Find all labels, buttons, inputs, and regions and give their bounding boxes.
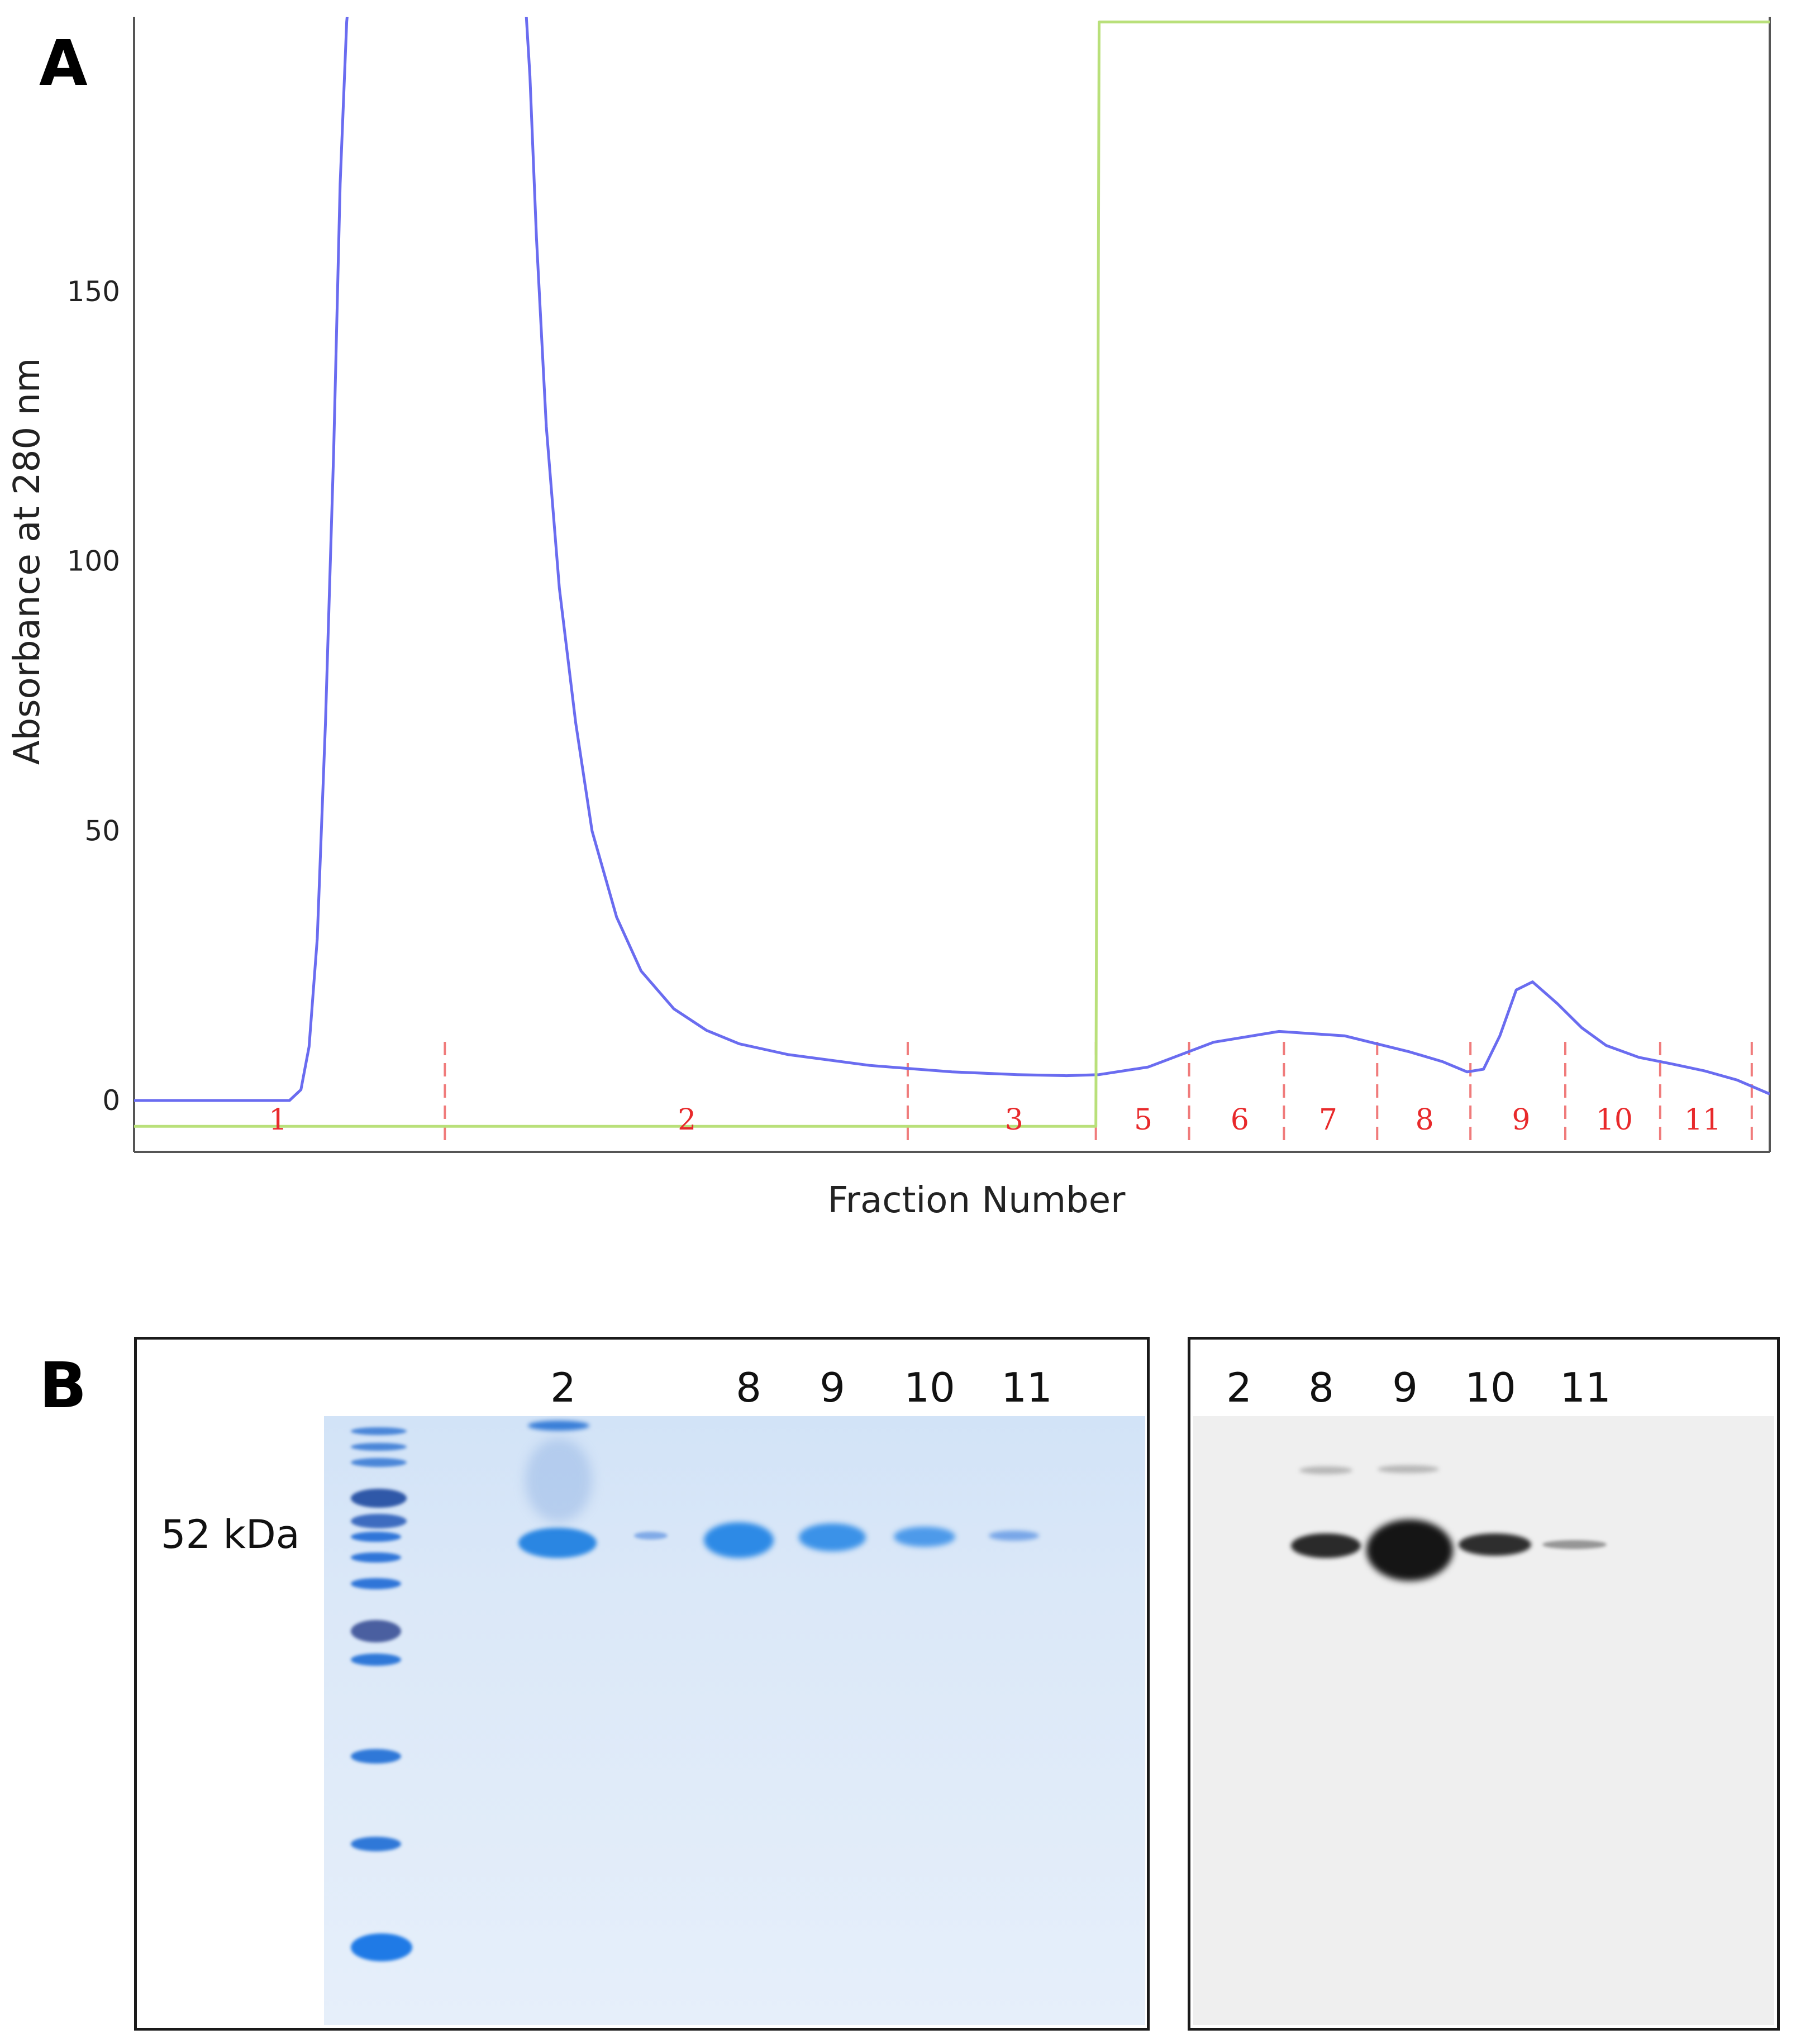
y-axis-ticks: 0 50 100 150: [67, 275, 120, 1117]
blot-lane-label: 10: [1465, 1364, 1516, 1411]
blot-band-lane-9: [1366, 1519, 1453, 1581]
ladder-band: [351, 1427, 407, 1435]
gel-lane-label: 9: [820, 1364, 845, 1411]
y-tick-label: 50: [84, 814, 120, 847]
ladder-band: [351, 1458, 407, 1467]
fraction-label: 2: [678, 1103, 696, 1137]
panel-label-a: A: [39, 27, 88, 100]
y-tick-label: 150: [67, 275, 120, 308]
ladder-band: [351, 1532, 401, 1542]
gel-band-lane-10: [894, 1527, 955, 1547]
fraction-dividers: [444, 1042, 1753, 1144]
ladder-band: [351, 1933, 412, 1961]
x-axis-title: Fraction Number: [828, 1180, 1126, 1221]
gel-band-faint: [634, 1532, 668, 1540]
gel-band-lane-11: [989, 1531, 1039, 1541]
gel-lane-label: 11: [1001, 1364, 1052, 1411]
gel-band-lane-8: [704, 1522, 774, 1558]
fraction-label: 5: [1134, 1103, 1152, 1137]
fraction-label: 3: [1005, 1103, 1023, 1137]
blot-lane-label: 9: [1392, 1364, 1418, 1411]
blot-band-lane-11: [1542, 1540, 1607, 1549]
ladder-band: [351, 1552, 401, 1562]
fraction-label: 10: [1596, 1103, 1633, 1137]
ladder-band: [351, 1654, 401, 1666]
fraction-label: 1: [269, 1103, 287, 1137]
fraction-label: 6: [1231, 1103, 1249, 1137]
gel-band-lane-2-top: [528, 1421, 589, 1431]
ladder-band: [351, 1443, 407, 1451]
blot-smear-lane-8: [1299, 1466, 1352, 1474]
y-axis-title: Absorbance at 280 nm: [7, 358, 48, 765]
absorbance-line: [134, 17, 1770, 1102]
gel-band-lane-2: [518, 1528, 597, 1558]
fraction-label: 8: [1416, 1103, 1434, 1137]
fraction-labels: 1 2 3 5 6 7 8 9 10 11: [269, 1103, 1721, 1137]
gel-lane-label: 2: [550, 1364, 576, 1411]
chart-axes: [133, 17, 1771, 1153]
blot-lane-label: 8: [1308, 1364, 1334, 1411]
blot-lane-label: 11: [1560, 1364, 1611, 1411]
gel-band-lane-9: [799, 1523, 866, 1551]
fraction-label: 7: [1319, 1103, 1337, 1137]
panel-label-b: B: [39, 1350, 87, 1422]
gel-smear-lane-2: [525, 1438, 592, 1522]
ladder-band: [351, 1514, 407, 1528]
gradient-line: [134, 20, 1770, 1128]
ladder-band: [351, 1837, 401, 1851]
blot-image: [1193, 1416, 1774, 2025]
gel-lane-label: 8: [736, 1364, 761, 1411]
ladder-band: [351, 1620, 401, 1642]
fraction-label: 11: [1684, 1103, 1721, 1137]
chart-series: [134, 17, 1770, 1128]
y-tick-label: 0: [102, 1084, 120, 1117]
ladder-band: [351, 1749, 401, 1764]
fraction-label: 9: [1512, 1103, 1530, 1137]
blot-smear-lane-9: [1378, 1465, 1439, 1473]
blot-band-lane-10: [1459, 1533, 1531, 1556]
chromatogram-chart: 0 50 100 150 1 2 3 5 6 7 8 9 10 11 Fraction Number A…: [7, 17, 1771, 1221]
marker-label: 52 kDa: [161, 1512, 300, 1557]
ladder-band: [351, 1578, 401, 1589]
ladder-band: [351, 1489, 407, 1508]
gel-image: [324, 1416, 1145, 2025]
blot-lane-label: 2: [1226, 1364, 1252, 1411]
blot-band-lane-8: [1291, 1533, 1361, 1558]
y-tick-label: 100: [67, 545, 120, 578]
gel-lane-label: 10: [904, 1364, 955, 1411]
